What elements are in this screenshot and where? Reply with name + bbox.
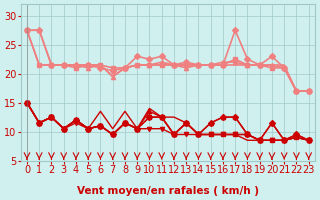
X-axis label: Vent moyen/en rafales ( km/h ): Vent moyen/en rafales ( km/h ) [77, 186, 259, 196]
